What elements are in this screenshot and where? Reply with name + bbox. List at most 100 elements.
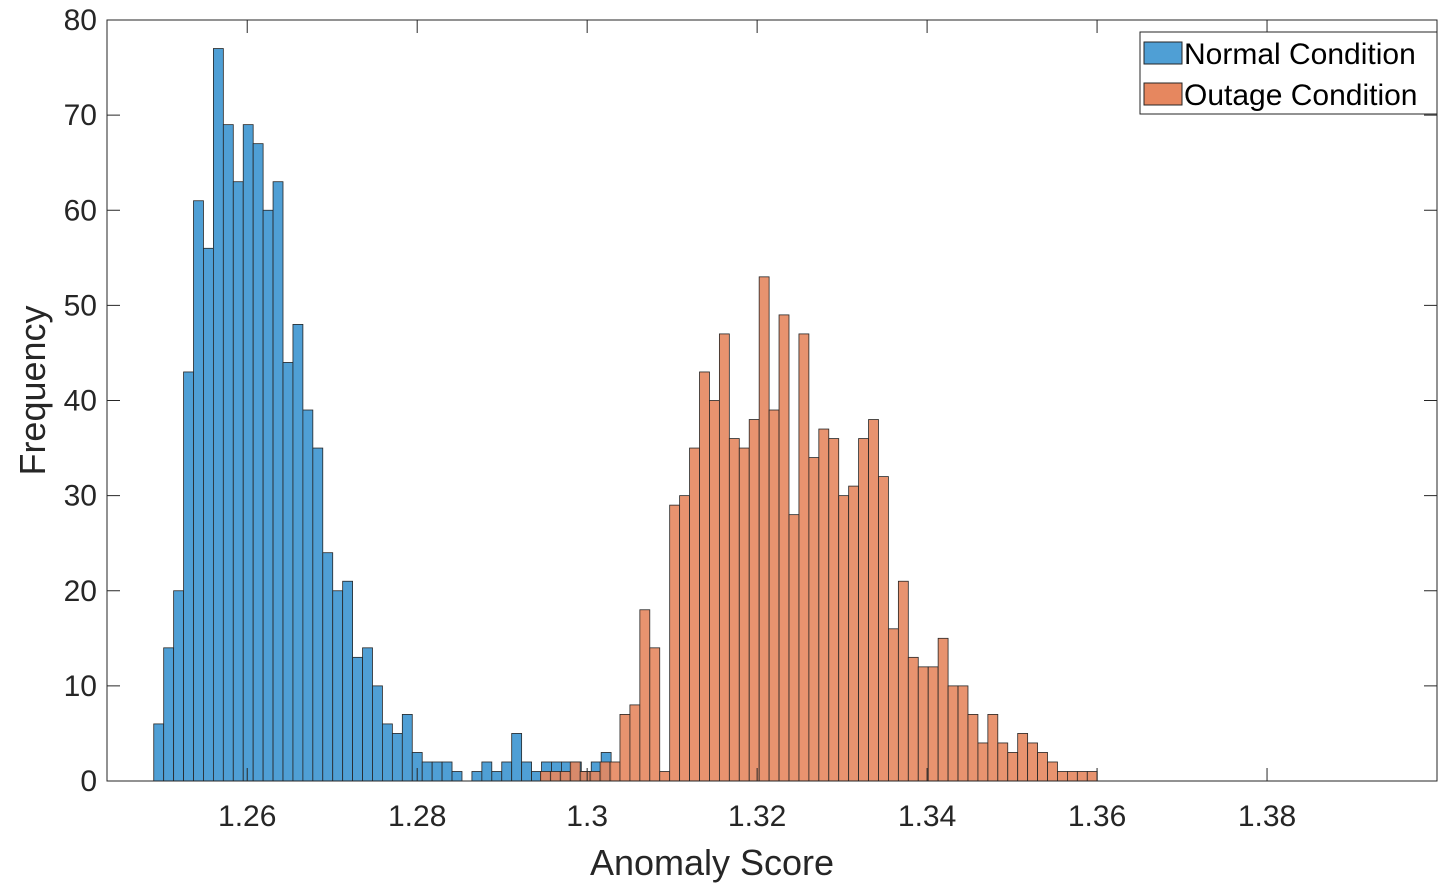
- bar: [312, 447, 324, 782]
- bar: [907, 656, 919, 782]
- bar: [1047, 761, 1058, 782]
- bar: [481, 761, 493, 782]
- bar: [262, 209, 274, 782]
- bar: [549, 771, 561, 782]
- bar: [699, 371, 710, 782]
- bar: [1037, 752, 1048, 782]
- bar: [1067, 771, 1078, 782]
- bar: [758, 276, 770, 782]
- bar: [569, 761, 581, 782]
- bar: [778, 314, 790, 782]
- y-tick-label: 40: [64, 385, 97, 418]
- bar: [491, 771, 503, 782]
- legend-box: [1139, 31, 1438, 115]
- bar: [957, 685, 969, 782]
- bar: [788, 514, 800, 782]
- bar: [173, 590, 184, 782]
- y-tick-label: 0: [80, 765, 97, 798]
- bar: [838, 495, 850, 782]
- bar: [1076, 771, 1088, 782]
- bar: [709, 400, 720, 782]
- ticks-layer: 1.26 1.28 1.3 1.32 1.34 1.36 1.38 0 10 20 30 40 50 60…: [64, 4, 1437, 833]
- bar: [232, 181, 244, 782]
- y-tick-label: 30: [64, 480, 97, 513]
- bar: [977, 742, 989, 782]
- legend-swatch-normal: [1143, 41, 1183, 65]
- bar: [471, 771, 483, 782]
- bar: [282, 362, 294, 782]
- bar: [579, 771, 591, 782]
- bar: [808, 457, 820, 782]
- bar: [987, 714, 999, 782]
- bar: [858, 438, 869, 782]
- bar: [848, 485, 859, 782]
- bar: [669, 504, 681, 782]
- bar: [252, 143, 264, 782]
- x-tick-label: 1.3: [566, 800, 608, 833]
- bar: [441, 761, 453, 782]
- bar: [619, 714, 631, 782]
- bar: [828, 438, 840, 782]
- bar: [391, 733, 403, 782]
- bar: [421, 761, 433, 782]
- bar: [451, 771, 463, 782]
- bar: [927, 666, 939, 782]
- bar: [679, 495, 690, 782]
- bar: [629, 704, 641, 782]
- bar: [372, 685, 383, 782]
- bar: [649, 647, 661, 782]
- bar: [748, 419, 760, 782]
- bar: [917, 666, 929, 782]
- bar: [768, 409, 780, 782]
- bar: [878, 476, 889, 782]
- bar: [292, 323, 304, 782]
- bar: [302, 409, 314, 782]
- bar: [153, 723, 165, 782]
- x-tick-label: 1.36: [1068, 800, 1126, 833]
- bar: [401, 714, 413, 782]
- bar: [1017, 733, 1029, 782]
- bar: [738, 447, 750, 782]
- bar: [798, 333, 810, 782]
- y-tick-label: 70: [64, 99, 97, 132]
- bar: [689, 447, 700, 782]
- bar: [888, 628, 899, 782]
- y-tick-label: 50: [64, 289, 97, 322]
- bar: [362, 647, 373, 782]
- bar: [501, 761, 513, 782]
- bar: [183, 371, 194, 782]
- bar: [718, 333, 730, 782]
- legend-label-outage: Outage Condition: [1184, 79, 1418, 112]
- bar: [868, 419, 879, 782]
- y-tick-label: 60: [64, 194, 97, 227]
- legend: Normal Condition Outage Condition: [1139, 31, 1438, 115]
- bar: [728, 438, 740, 782]
- bar: [193, 200, 204, 782]
- x-tick-label: 1.38: [1238, 800, 1296, 833]
- bar: [222, 124, 234, 782]
- x-tick-label: 1.32: [728, 800, 786, 833]
- bar: [639, 609, 651, 782]
- legend-label-normal: Normal Condition: [1184, 38, 1416, 71]
- bar: [967, 714, 979, 782]
- bar: [203, 247, 214, 782]
- bar: [431, 761, 443, 782]
- bar: [212, 48, 224, 782]
- bar: [947, 685, 959, 782]
- bar: [599, 761, 611, 782]
- bar: [559, 771, 571, 782]
- x-axis-label: Anomaly Score: [590, 842, 834, 883]
- bar: [1086, 771, 1098, 782]
- y-axis-label: Frequency: [12, 305, 53, 475]
- y-tick-label: 80: [64, 4, 97, 37]
- bar: [589, 771, 601, 782]
- bar: [332, 590, 344, 782]
- bar: [272, 181, 284, 782]
- y-tick-label: 20: [64, 575, 97, 608]
- bar: [382, 723, 393, 782]
- bar: [242, 124, 254, 782]
- bar: [659, 771, 671, 782]
- bar: [897, 580, 909, 782]
- bar: [1007, 752, 1019, 782]
- bar: [1027, 742, 1038, 782]
